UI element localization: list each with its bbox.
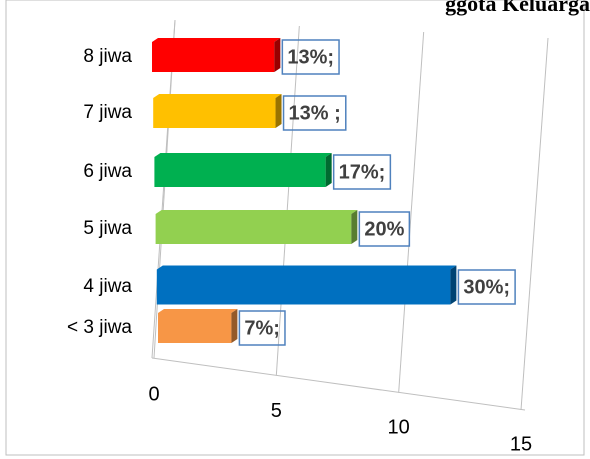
- data-label: 17%;: [339, 161, 386, 183]
- bar-side: [325, 153, 332, 187]
- chart-title: ggota Keluarga: [445, 0, 590, 16]
- data-label-box: [358, 211, 411, 247]
- data-label: 13%;: [287, 46, 334, 68]
- y-tick-label: < 3 jiwa: [67, 317, 132, 338]
- x-tick-label: 5: [271, 400, 282, 422]
- x-tick-label: 15: [510, 433, 532, 455]
- bar-top: [158, 309, 238, 313]
- bar-top: [153, 94, 282, 98]
- y-tick-label: 5 jiwa: [83, 218, 132, 239]
- x-tick-label: 10: [388, 417, 410, 439]
- grid-line: [398, 31, 425, 393]
- data-label: 20%: [364, 218, 404, 240]
- y-tick-label: 6 jiwa: [83, 161, 132, 182]
- data-label-box: [332, 154, 392, 190]
- bar-top: [155, 210, 358, 214]
- bar-top: [152, 38, 281, 42]
- data-label: 30%;: [463, 276, 510, 298]
- data-label-box: [282, 95, 347, 131]
- grid-line: [520, 37, 549, 411]
- data-label: 7%;: [244, 317, 280, 339]
- bar-side: [231, 309, 238, 343]
- bar-side: [274, 38, 281, 72]
- bar: [158, 313, 232, 343]
- bar-top: [156, 265, 457, 270]
- bar: [152, 42, 275, 72]
- x-tick-label: 0: [148, 383, 159, 405]
- bar: [155, 214, 352, 244]
- bar-side: [275, 94, 282, 128]
- y-tick-label: 7 jiwa: [83, 102, 132, 123]
- bar: [154, 157, 326, 187]
- y-tick-label: 8 jiwa: [83, 46, 132, 67]
- bar-side: [351, 210, 358, 244]
- bar: [156, 269, 451, 305]
- y-tick-label: 4 jiwa: [83, 276, 132, 297]
- bar-top: [154, 153, 332, 157]
- bar-side: [450, 265, 457, 305]
- data-label: 13% ;: [289, 102, 341, 124]
- bar: [153, 98, 276, 128]
- data-label-box: [457, 269, 516, 305]
- data-label-box: [238, 310, 286, 346]
- axis-line: [151, 357, 526, 411]
- data-label-box: [281, 39, 340, 75]
- grid-line: [275, 25, 300, 376]
